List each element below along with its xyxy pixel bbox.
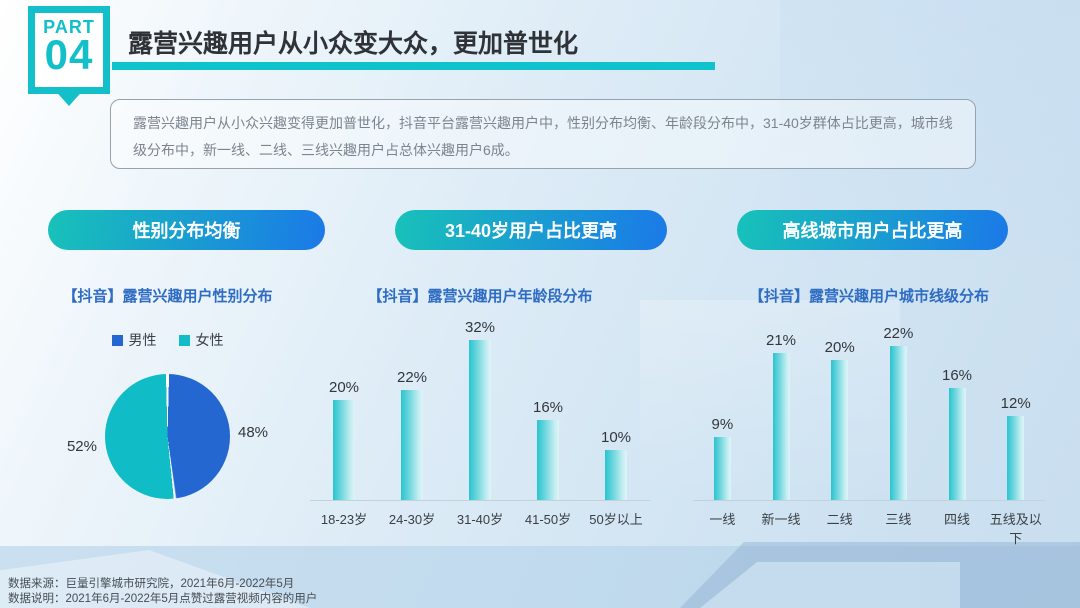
gender-pie-chart: 【抖音】露营兴趣用户性别分布 男性 女性 48% 52% xyxy=(40,287,295,499)
pill-gender-balance: 性别分布均衡 xyxy=(48,210,325,250)
page-title: 露营兴趣用户从小众变大众，更加普世化 xyxy=(128,30,579,58)
bar-value-label: 32% xyxy=(464,319,496,336)
footer: 数据来源：巨量引擎城市研究院，2021年6月-2022年5月 数据说明：2021… xyxy=(8,577,317,607)
bar xyxy=(605,450,627,500)
legend-label-male: 男性 xyxy=(128,332,157,348)
pie xyxy=(105,374,230,499)
title-underline xyxy=(112,62,715,70)
category-label: 新一线 xyxy=(761,512,801,527)
bar xyxy=(469,340,491,500)
bar-value-label: 9% xyxy=(711,416,734,433)
data-note: 数据说明：2021年6月-2022年5月点赞过露营视频内容的用户 xyxy=(8,593,318,606)
bar-value-label: 21% xyxy=(765,332,797,349)
chart-title: 【抖音】露营兴趣用户性别分布 xyxy=(62,288,273,305)
summary-text: 露营兴趣用户从小众兴趣变得更加普世化，抖音平台露营兴趣用户中，性别分布均衡、年龄… xyxy=(133,115,953,158)
bar-value-label: 20% xyxy=(328,379,360,396)
bar-plot: 9% 21% 20% 22% 16% 12% xyxy=(693,320,1045,501)
category-axis: 18-23岁 24-30岁 31-40岁 41-50岁 50岁以上 xyxy=(310,509,650,528)
legend-item-male: 男性 xyxy=(111,330,157,350)
legend-item-female: 女性 xyxy=(178,330,224,350)
bar-value-label: 16% xyxy=(942,367,973,384)
category-label: 三线 xyxy=(885,512,912,527)
pie-value-male: 48% xyxy=(238,424,269,441)
bar-column: 20% xyxy=(810,339,869,500)
part-badge-label: PART xyxy=(43,17,95,37)
bar-plot: 20% 22% 32% 16% 10% xyxy=(310,319,650,501)
bar-value-label: 22% xyxy=(883,325,914,342)
bar xyxy=(889,346,907,500)
city-tier-bar-chart: 【抖音】露营兴趣用户城市线级分布 9% 21% 20% 22% 16% 12% 一线 新一线… xyxy=(693,287,1045,547)
bar-column: 32% xyxy=(446,319,514,500)
background-decoration xyxy=(680,542,1080,608)
category-label: 24-30岁 xyxy=(388,512,436,527)
bar-value-label: 20% xyxy=(824,339,855,356)
bar-value-label: 22% xyxy=(396,369,428,386)
bar-column: 16% xyxy=(928,367,987,500)
category-label: 18-23岁 xyxy=(320,512,368,527)
summary-box: 露营兴趣用户从小众兴趣变得更加普世化，抖音平台露营兴趣用户中，性别分布均衡、年龄… xyxy=(110,99,976,169)
category-label: 四线 xyxy=(944,512,971,527)
bar xyxy=(713,437,731,500)
category-label: 31-40岁 xyxy=(456,512,504,527)
chart-title: 【抖音】露营兴趣用户城市线级分布 xyxy=(748,288,989,305)
pie-value-female: 52% xyxy=(66,438,97,455)
category-label: 一线 xyxy=(709,512,736,527)
bar-column: 21% xyxy=(752,332,811,500)
part-badge: PART 04 xyxy=(28,6,110,106)
bar-column: 20% xyxy=(310,379,378,500)
bar-column: 22% xyxy=(869,325,928,500)
bar xyxy=(537,420,559,500)
badge-arrow-icon xyxy=(52,87,86,106)
pie-legend: 男性 女性 xyxy=(40,330,295,350)
bar xyxy=(772,353,790,500)
category-label: 二线 xyxy=(826,512,853,527)
category-axis: 一线 新一线 二线 三线 四线 五线及以下 xyxy=(693,509,1045,547)
bar-column: 9% xyxy=(693,416,752,500)
age-bar-chart: 【抖音】露营兴趣用户年龄段分布 20% 22% 32% 16% 10% 18-23岁 24… xyxy=(310,287,650,528)
category-label: 50岁以上 xyxy=(589,512,643,527)
part-badge-number: 04 xyxy=(44,31,94,78)
bar-column: 16% xyxy=(514,399,582,500)
highlight-pills: 性别分布均衡 31-40岁用户占比更高 高线城市用户占比更高 xyxy=(48,210,1008,250)
legend-swatch-male xyxy=(111,334,123,346)
category-label: 41-50岁 xyxy=(524,512,572,527)
bar-column: 10% xyxy=(582,429,650,500)
category-label: 五线及以下 xyxy=(989,512,1042,546)
legend-label-female: 女性 xyxy=(195,332,224,348)
pill-city-tier: 高线城市用户占比更高 xyxy=(737,210,1008,250)
bar xyxy=(948,388,966,500)
data-source: 数据来源：巨量引擎城市研究院，2021年6月-2022年5月 xyxy=(8,578,295,591)
bar xyxy=(831,360,849,500)
background-decoration xyxy=(700,562,960,608)
bar-column: 12% xyxy=(986,395,1045,500)
bar-value-label: 12% xyxy=(1000,395,1031,412)
bar-value-label: 16% xyxy=(532,399,564,416)
chart-title: 【抖音】露营兴趣用户年龄段分布 xyxy=(367,288,593,305)
pie-wrap: 48% 52% xyxy=(67,374,268,499)
bar xyxy=(401,390,423,500)
legend-swatch-female xyxy=(178,334,190,346)
bar-value-label: 10% xyxy=(600,429,632,446)
bar xyxy=(1007,416,1025,500)
bar xyxy=(333,400,355,500)
pill-age-group: 31-40岁用户占比更高 xyxy=(395,210,667,250)
bar-column: 22% xyxy=(378,369,446,500)
